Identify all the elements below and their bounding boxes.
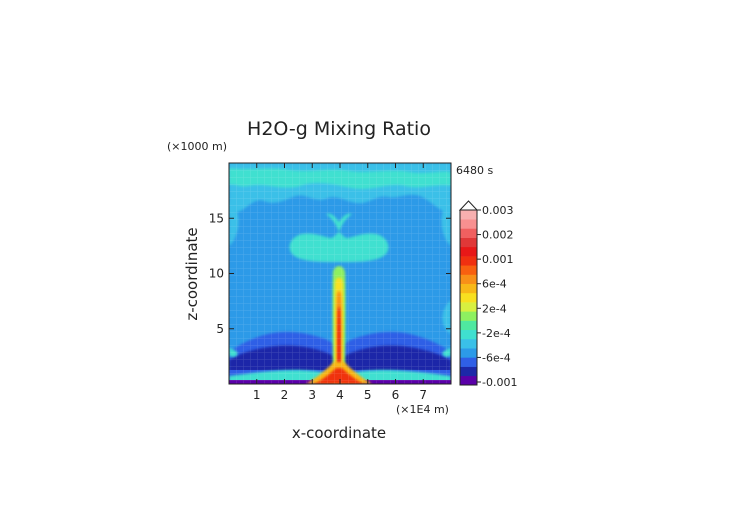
colorbar-swatch [460, 366, 477, 377]
chart-title: H2O-g Mixing Ratio [247, 118, 431, 140]
colorbar-swatch [460, 228, 477, 238]
y-axis-unit: (×1000 m) [167, 140, 227, 153]
colorbar-label: 0.003 [482, 204, 514, 217]
colorbar-label: -2e-4 [482, 327, 511, 340]
colorbar-swatch [460, 302, 477, 312]
colorbar-swatch [460, 219, 477, 229]
x-tick-label: 2 [281, 388, 289, 402]
colorbar-label: 0.001 [482, 253, 514, 266]
colorbar-overflow-arrow [458, 200, 479, 211]
colorbar-label: 2e-4 [482, 302, 507, 315]
colorbar-swatch [460, 256, 477, 266]
colorbar-label: 0.002 [482, 229, 514, 242]
x-tick-label: 5 [364, 388, 372, 402]
colorbar-label: 6e-4 [482, 278, 507, 291]
colorbar-swatch [460, 283, 477, 294]
colorbar-swatch [460, 320, 477, 331]
time-label: 6480 s [456, 164, 493, 177]
colorbar-swatch [460, 329, 477, 340]
x-axis-label: x-coordinate [292, 424, 386, 442]
colorbar-swatch [460, 292, 477, 303]
colorbar-swatch [460, 348, 477, 358]
y-tick-label: 15 [209, 211, 224, 225]
heatmap-field [229, 163, 451, 384]
y-tick-label: 10 [209, 267, 224, 281]
colorbar-label: -0.001 [482, 376, 517, 389]
colorbar-label: -6e-4 [482, 351, 511, 364]
x-ticks: 1 2 3 4 5 6 7 [253, 163, 427, 402]
colorbar-swatch [460, 311, 477, 321]
x-tick-label: 3 [308, 388, 316, 402]
y-axis-label: z-coordinate [183, 227, 201, 320]
colorbar-swatch [460, 357, 477, 367]
x-tick-label: 6 [392, 388, 400, 402]
y-tick-label: 5 [216, 322, 224, 336]
y-ticks: 5 10 15 [209, 211, 451, 336]
colorbar-swatch [460, 210, 477, 220]
colorbar-swatch [460, 265, 477, 275]
colorbar-swatch [460, 338, 477, 349]
colorbar-swatch [460, 246, 477, 257]
colorbar-swatch [460, 274, 477, 284]
grid-overlay [229, 163, 451, 384]
colorbar-labels: 0.003 0.002 0.001 6e-4 2e-4 -2e-4 -6e-4 -0.001 [477, 204, 517, 389]
colorbar [460, 210, 477, 386]
x-axis-unit: (×1E4 m) [396, 403, 449, 416]
colorbar-swatch [460, 375, 477, 386]
x-tick-label: 7 [419, 388, 427, 402]
colorbar-swatch [460, 237, 477, 248]
x-tick-label: 1 [253, 388, 261, 402]
x-tick-label: 4 [336, 388, 344, 402]
